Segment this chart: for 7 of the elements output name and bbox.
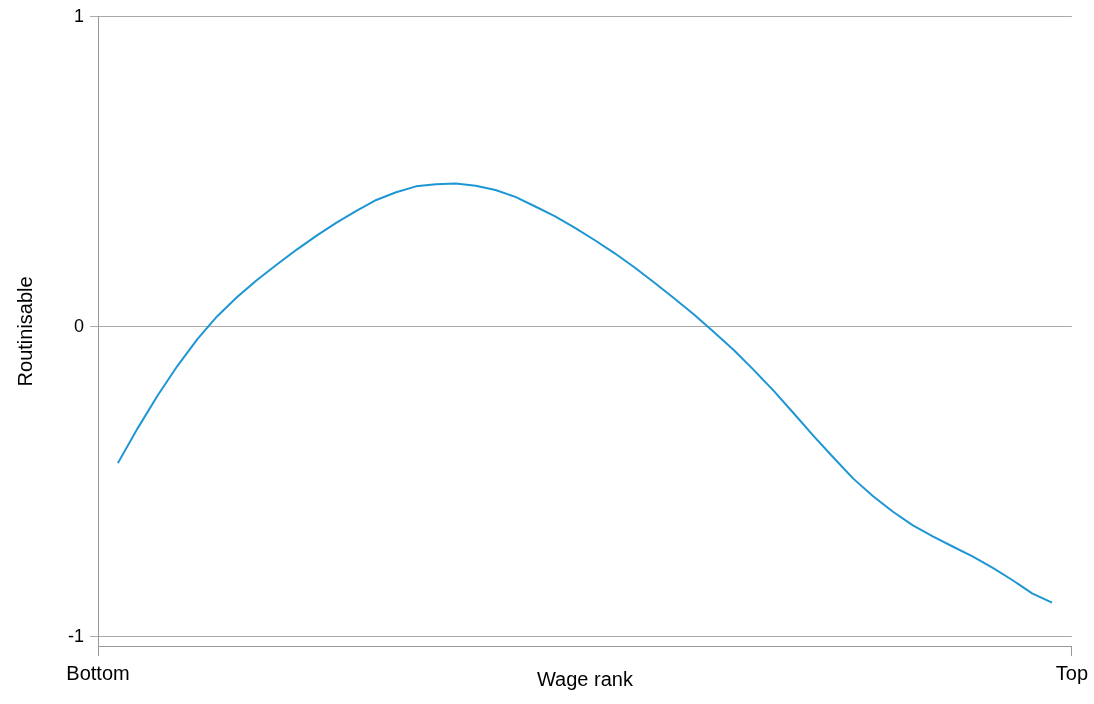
y-axis-title: Routinisable [13,276,36,387]
x-tick-label: Top [1055,661,1088,684]
x-axis-title: Wage rank [536,667,634,690]
y-tick-label: -1 [67,625,84,646]
y-tick-label: 1 [73,5,84,26]
y-tick-label: 0 [73,315,84,336]
x-tick-label: Bottom [66,661,130,684]
